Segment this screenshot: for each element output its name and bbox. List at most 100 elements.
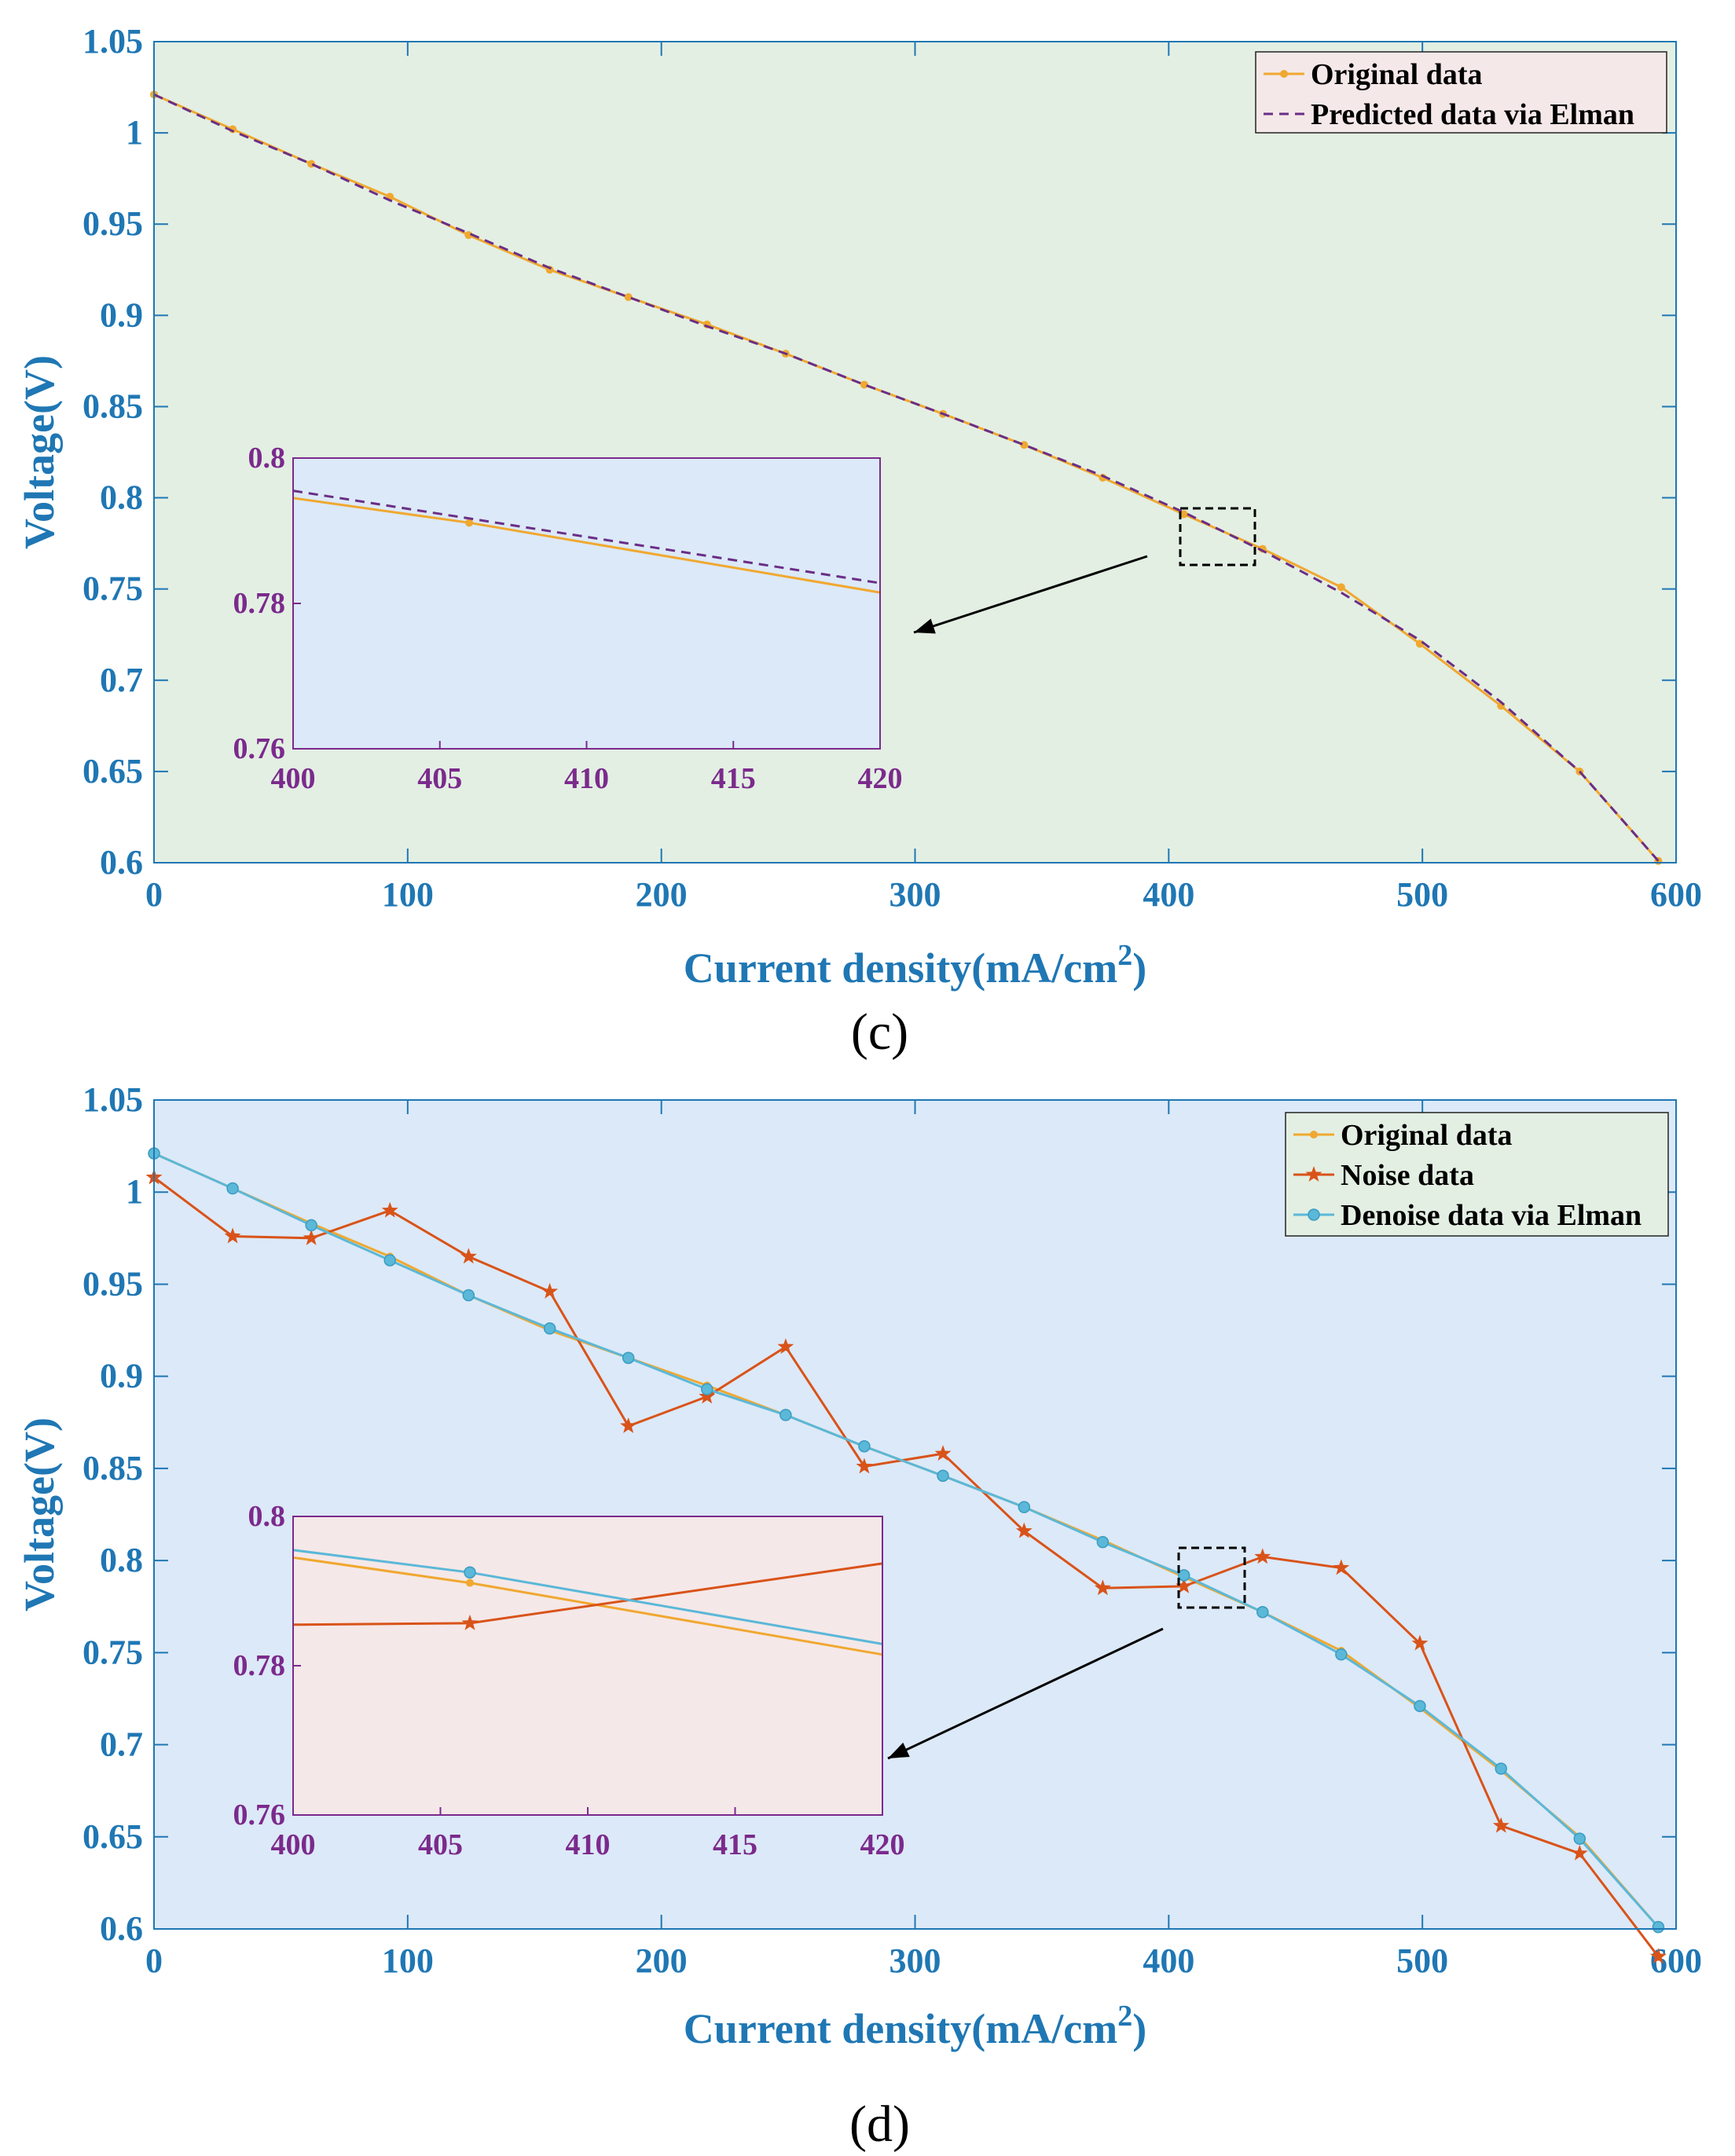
zoom-arrow <box>913 555 1148 634</box>
inset-chart: 400 405 410 415 420 0.76 0.78 0.8 <box>233 1500 905 1861</box>
legend-label: Original data <box>1311 58 1483 91</box>
x-tick-label: 0 <box>145 875 163 914</box>
y-tick-label: 0.8 <box>100 478 143 517</box>
data-point <box>1573 1832 1586 1845</box>
inset-series-predicted-data-via-elman <box>292 490 881 585</box>
inset-x-tick-label: 405 <box>418 1828 463 1861</box>
series-predicted-data-via-elman <box>153 93 1660 862</box>
data-point <box>1015 1522 1033 1538</box>
x-tick-label: 400 <box>1143 875 1194 914</box>
panel-label: (d) <box>849 2096 910 2152</box>
data-point <box>303 1229 320 1245</box>
inset-x-tick-label: 415 <box>713 1828 757 1861</box>
data-point <box>624 293 633 302</box>
series-line <box>153 93 1660 862</box>
data-point <box>462 1289 475 1302</box>
y-tick-label: 0.7 <box>100 661 143 699</box>
y-tick-label: 0.75 <box>83 570 143 608</box>
data-point <box>1571 1844 1588 1861</box>
legend-swatch-marker <box>1310 1131 1318 1138</box>
inset-x-tick-label: 420 <box>860 1828 905 1861</box>
inset-y-tick-label: 0.78 <box>233 587 286 620</box>
x-axis-label: Current density(mA/cm2) <box>684 939 1146 992</box>
y-tick-label: 0.95 <box>83 1264 143 1303</box>
y-tick-label: 0.9 <box>100 295 143 334</box>
inset-y-tick-label: 0.8 <box>248 1500 286 1533</box>
x-axis-label-main: Current density(mA/cm <box>684 2005 1117 2052</box>
data-point <box>1176 1577 1193 1593</box>
data-point <box>856 1458 873 1474</box>
inset-series-denoise-data-via-elman <box>292 1549 883 1645</box>
inset-x-tick-label: 400 <box>271 1828 316 1861</box>
data-point <box>620 1417 637 1433</box>
inset-background <box>293 1516 882 1815</box>
inset-series-line <box>292 490 881 585</box>
plot-frame <box>153 41 1677 864</box>
y-axis-label: Voltage(V) <box>16 355 63 549</box>
x-tick-label: 300 <box>890 875 941 914</box>
x-axis-label-close: ) <box>1132 944 1146 992</box>
data-point <box>779 1409 792 1421</box>
inset-data-point <box>466 1578 474 1587</box>
inset-x-tick-label: 415 <box>711 762 756 795</box>
data-point <box>383 1254 396 1267</box>
x-tick-label: 400 <box>1143 1942 1194 1980</box>
data-point <box>464 231 473 240</box>
inset-series-original-data <box>292 497 881 594</box>
data-point <box>1256 1606 1269 1619</box>
zoom-arrow-head <box>914 618 936 634</box>
data-point <box>543 1322 556 1335</box>
data-point <box>305 1219 317 1232</box>
data-point <box>777 1338 794 1355</box>
inset-series-noise-data <box>292 1562 883 1630</box>
y-tick-label: 1 <box>126 1172 143 1211</box>
x-tick-label: 200 <box>636 1942 688 1980</box>
panel-label: (c) <box>851 1003 908 1061</box>
plot-frame <box>153 1099 1677 1930</box>
x-tick-label: 300 <box>890 1942 941 1980</box>
x-axis-label-superscript: 2 <box>1117 939 1132 972</box>
inset-y-tick-label: 0.8 <box>248 442 286 475</box>
y-tick-label: 0.8 <box>100 1541 143 1579</box>
legend: Original data Noise data Denoise data via … <box>1285 1112 1669 1237</box>
y-tick-label: 0.6 <box>100 843 143 882</box>
y-axis-label: Voltage(V) <box>16 1417 63 1612</box>
y-tick-label: 0.65 <box>83 1817 143 1856</box>
data-point <box>1177 1569 1190 1582</box>
inset-x-tick-label: 420 <box>858 762 903 795</box>
legend-box <box>1255 51 1667 134</box>
data-point <box>381 1201 398 1218</box>
y-tick-label: 1 <box>126 113 143 152</box>
data-point <box>1335 1648 1348 1661</box>
data-point <box>1495 1762 1507 1775</box>
data-point <box>1333 1559 1350 1575</box>
data-point <box>224 1227 241 1244</box>
legend-box <box>1285 1112 1669 1237</box>
x-axis-label-main: Current density(mA/cm <box>684 944 1117 992</box>
inset-y-tick-label: 0.78 <box>233 1649 286 1682</box>
x-tick-label: 200 <box>636 875 688 914</box>
data-point <box>1179 510 1188 519</box>
data-point <box>1094 1579 1111 1596</box>
x-axis-label-superscript: 2 <box>1117 2000 1132 2033</box>
y-tick-label: 0.75 <box>83 1633 143 1671</box>
inset-x-tick-label: 410 <box>566 1828 611 1861</box>
inset-x-tick-label: 400 <box>271 762 316 795</box>
zoom-box <box>1179 507 1256 566</box>
data-point <box>701 1383 713 1395</box>
inset-y-tick-label: 0.76 <box>233 1798 286 1832</box>
data-point <box>541 1282 559 1299</box>
inset-x-tick-label: 410 <box>564 762 609 795</box>
legend-label: Noise data <box>1341 1159 1474 1192</box>
x-tick-label: 500 <box>1396 875 1448 914</box>
inset-background <box>293 458 880 749</box>
y-tick-label: 1.05 <box>83 1080 143 1119</box>
series-denoise-data-via-elman <box>148 1147 1665 1934</box>
data-point <box>937 1469 949 1483</box>
data-point <box>1096 1535 1110 1549</box>
y-tick-label: 0.85 <box>83 1449 143 1487</box>
inset-x-tick-label: 405 <box>417 762 462 795</box>
legend: Original data Predicted data via Elman <box>1255 51 1667 134</box>
